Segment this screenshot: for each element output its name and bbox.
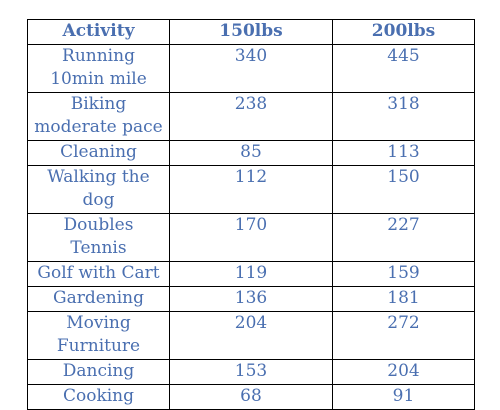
activity-cell: Gardening (27, 286, 170, 312)
calories-200-cell: 181 (332, 286, 475, 312)
table-row: Cleaning 85 113 (27, 140, 475, 166)
calories-200-cell: 113 (332, 140, 475, 166)
activity-cell: Golf with Cart (27, 261, 170, 287)
activity-cell: Walking the dog (27, 165, 170, 214)
activity-cell: Moving Furniture (27, 311, 170, 360)
table-row: Walking the dog 112 150 (27, 165, 475, 214)
calories-200-cell: 159 (332, 261, 475, 287)
calorie-table: Activity 150lbs 200lbs Running 10min mil… (27, 19, 475, 410)
activity-cell: Running 10min mile (27, 44, 170, 93)
calories-200-cell: 150 (332, 165, 475, 214)
calories-200-cell: 318 (332, 92, 475, 141)
calories-200-cell: 91 (332, 384, 475, 410)
table-row: Cooking 68 91 (27, 384, 475, 410)
calories-200-cell: 204 (332, 359, 475, 385)
activity-cell: Cooking (27, 384, 170, 410)
activity-cell: Biking moderate pace (27, 92, 170, 141)
activity-cell: Doubles Tennis (27, 213, 170, 262)
calories-150-cell: 112 (169, 165, 333, 214)
activity-cell: Dancing (27, 359, 170, 385)
calories-150-cell: 204 (169, 311, 333, 360)
calories-150-cell: 340 (169, 44, 333, 93)
calories-150-cell: 119 (169, 261, 333, 287)
calories-150-cell: 68 (169, 384, 333, 410)
activity-cell: Cleaning (27, 140, 170, 166)
header-activity: Activity (27, 19, 170, 45)
table-row: Golf with Cart 119 159 (27, 261, 475, 287)
table-row: Running 10min mile 340 445 (27, 44, 475, 93)
calories-150-cell: 170 (169, 213, 333, 262)
calories-150-cell: 153 (169, 359, 333, 385)
table-row: Gardening 136 181 (27, 286, 475, 312)
table-row: Biking moderate pace 238 318 (27, 92, 475, 141)
table-row: Doubles Tennis 170 227 (27, 213, 475, 262)
calories-150-cell: 85 (169, 140, 333, 166)
calorie-table-container: Activity 150lbs 200lbs Running 10min mil… (27, 19, 475, 410)
calories-200-cell: 272 (332, 311, 475, 360)
header-200lbs: 200lbs (332, 19, 475, 45)
calories-200-cell: 445 (332, 44, 475, 93)
header-150lbs: 150lbs (169, 19, 333, 45)
calories-200-cell: 227 (332, 213, 475, 262)
calories-150-cell: 136 (169, 286, 333, 312)
table-row: Dancing 153 204 (27, 359, 475, 385)
calories-150-cell: 238 (169, 92, 333, 141)
table-header-row: Activity 150lbs 200lbs (27, 19, 475, 45)
table-row: Moving Furniture 204 272 (27, 311, 475, 360)
